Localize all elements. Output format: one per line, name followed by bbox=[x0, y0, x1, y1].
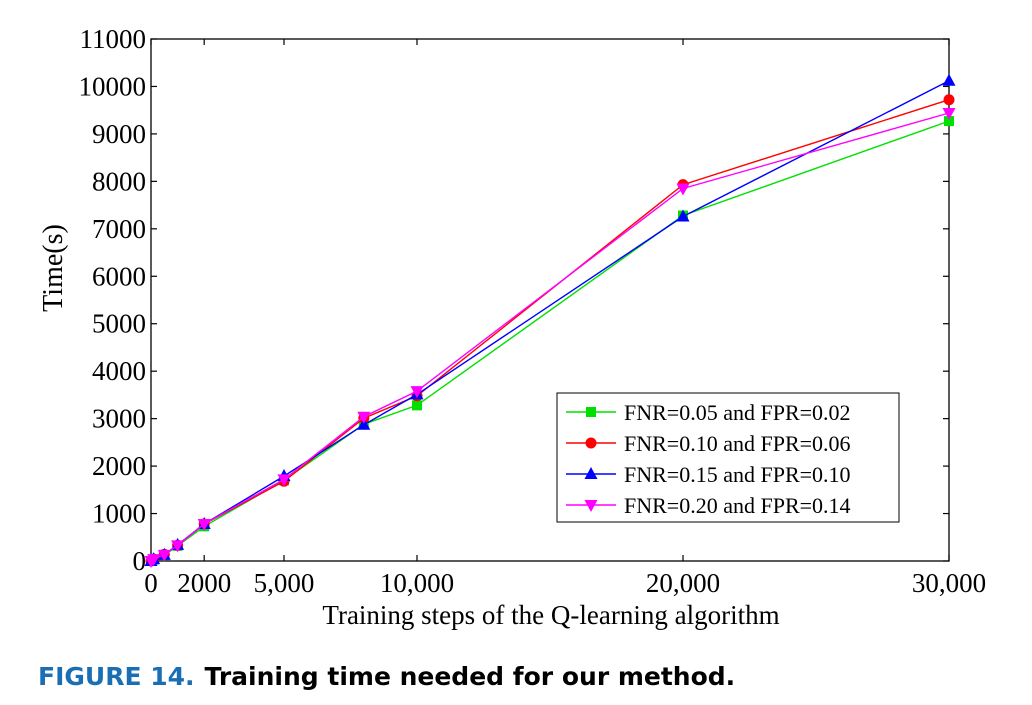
data-point-triangle-down bbox=[942, 108, 956, 121]
legend-item: FNR=0.15 and FPR=0.10 bbox=[566, 462, 851, 487]
data-point-triangle-down bbox=[147, 554, 161, 567]
line-chart: 0 1000 2000 3000 4000 5000 6000 7000 8000 9000 100… bbox=[38, 24, 986, 630]
data-point-circle bbox=[943, 94, 955, 106]
legend: FNR=0.05 and FPR=0.02 FNR=0.10 and FPR=0.… bbox=[556, 392, 900, 523]
plot-area-frame bbox=[150, 38, 950, 562]
data-point-triangle-down bbox=[171, 540, 185, 553]
legend-label: FNR=0.05 and FPR=0.02 bbox=[624, 400, 851, 425]
y-tick-label: 4000 bbox=[92, 356, 146, 386]
series-line bbox=[150, 112, 950, 562]
legend-label: FNR=0.10 and FPR=0.06 bbox=[624, 431, 851, 456]
legend-item: FNR=0.20 and FPR=0.14 bbox=[566, 493, 851, 518]
data-point-triangle-up bbox=[676, 209, 690, 222]
data-point-triangle-down bbox=[277, 474, 291, 487]
x-axis-label: Training steps of the Q-learning algorit… bbox=[322, 600, 779, 630]
y-tick-label: 5000 bbox=[92, 309, 146, 339]
y-tick-label: 6000 bbox=[92, 261, 146, 291]
x-tick-label: 5,000 bbox=[254, 568, 315, 598]
x-tick-label: 30,000 bbox=[912, 568, 986, 598]
data-point-square bbox=[412, 400, 422, 411]
data-point-triangle-up bbox=[942, 73, 956, 86]
y-tick-label: 10000 bbox=[79, 71, 147, 101]
x-tick-label: 20,000 bbox=[646, 568, 720, 598]
y-tick-label: 8000 bbox=[92, 166, 146, 196]
legend-label: FNR=0.20 and FPR=0.14 bbox=[624, 493, 851, 518]
x-tick-label: 2000 bbox=[177, 568, 231, 598]
series-layer bbox=[144, 73, 956, 568]
data-point-triangle-down bbox=[410, 386, 424, 399]
data-point-triangle-down bbox=[197, 518, 211, 531]
legend-item: FNR=0.05 and FPR=0.02 bbox=[566, 400, 851, 425]
data-point-triangle-down bbox=[357, 411, 371, 424]
data-point-triangle-down bbox=[157, 549, 171, 562]
data-point-square bbox=[586, 407, 596, 417]
y-tick-label: 7000 bbox=[92, 214, 146, 244]
figure-number: FIGURE 14. bbox=[38, 662, 195, 691]
legend-box bbox=[556, 392, 900, 523]
legend-label: FNR=0.15 and FPR=0.10 bbox=[624, 462, 851, 487]
data-point-triangle-up bbox=[584, 467, 598, 479]
y-tick-label: 0 bbox=[133, 546, 147, 576]
data-point-triangle-up bbox=[357, 417, 371, 430]
data-point-triangle-down bbox=[676, 183, 690, 196]
y-axis: 0 1000 2000 3000 4000 5000 6000 7000 8000 9000 100… bbox=[79, 24, 949, 576]
y-axis-label: Time(s) bbox=[38, 224, 69, 312]
y-tick-label: 1000 bbox=[92, 499, 146, 529]
figure-caption: FIGURE 14. Training time needed for our m… bbox=[38, 662, 735, 691]
legend-item: FNR=0.10 and FPR=0.06 bbox=[566, 431, 851, 456]
data-point-circle bbox=[585, 437, 597, 449]
y-tick-label: 9000 bbox=[92, 119, 146, 149]
figure-caption-text: Training time needed for our method. bbox=[204, 662, 736, 691]
x-tick-label: 10,000 bbox=[380, 568, 454, 598]
x-tick-label: 0 bbox=[144, 568, 158, 598]
data-point-triangle-down bbox=[584, 500, 598, 512]
y-tick-label: 2000 bbox=[92, 451, 146, 481]
data-point-square bbox=[944, 116, 954, 127]
x-axis: 0 2000 5,000 10,000 20,000 30,000 bbox=[144, 39, 986, 598]
y-tick-label: 11000 bbox=[80, 24, 147, 54]
series-4 bbox=[144, 108, 956, 568]
y-tick-label: 3000 bbox=[92, 404, 146, 434]
